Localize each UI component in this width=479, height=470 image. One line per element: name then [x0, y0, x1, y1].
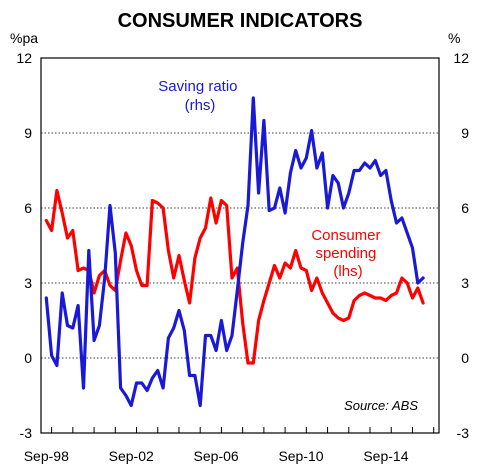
x-tick-label: Sep-06 [194, 448, 239, 464]
right-axis-unit: % [448, 30, 460, 46]
consumer-spending-label: Consumer spending (lhs) [311, 227, 384, 280]
x-tick-label: Sep-02 [109, 448, 154, 464]
chart-title: CONSUMER INDICATORS [118, 10, 363, 32]
x-tick-label: Sep-10 [278, 448, 323, 464]
y-tick-label-left: 9 [24, 125, 32, 141]
saving-ratio-line [44, 96, 425, 408]
y-tick-label-left: 12 [16, 50, 32, 66]
x-ticks: Sep-98 Sep-02 Sep-06 Sep-10 Sep-14 [24, 427, 435, 464]
x-tick-label: Sep-98 [24, 448, 69, 464]
plot-frame [40, 57, 440, 434]
y-tick-label-right: 3 [461, 275, 469, 291]
y-tick-label-left: 3 [24, 275, 32, 291]
y-tick-label-right: 6 [461, 200, 469, 216]
saving-label-line-2: (rhs) [185, 97, 216, 114]
y-tick-label-right: 0 [461, 350, 469, 366]
y-tick-label-left: 6 [24, 200, 32, 216]
series-lines [44, 96, 425, 408]
y-tick-label-right: 9 [461, 125, 469, 141]
y-tick-label-left: 0 [24, 350, 32, 366]
y-tick-labels: -3 -3 0 0 3 3 6 6 9 9 12 12 [16, 50, 469, 441]
saving-ratio-label: Saving ratio (rhs) [158, 78, 241, 114]
source-note: Source: ABS [344, 398, 418, 413]
y-tick-label-right: 12 [453, 50, 469, 66]
left-axis-unit: %pa [10, 30, 38, 46]
consumer-spending-line [44, 188, 425, 365]
x-tick-label: Sep-14 [363, 448, 408, 464]
y-tick-label-left: -3 [20, 425, 33, 441]
spending-label-line-1: Consumer [311, 227, 380, 244]
y-tick-label-right: -3 [457, 425, 470, 441]
spending-label-line-2: spending [315, 245, 376, 262]
spending-label-line-3: (lhs) [333, 263, 362, 280]
saving-label-line-1: Saving ratio [158, 78, 237, 95]
